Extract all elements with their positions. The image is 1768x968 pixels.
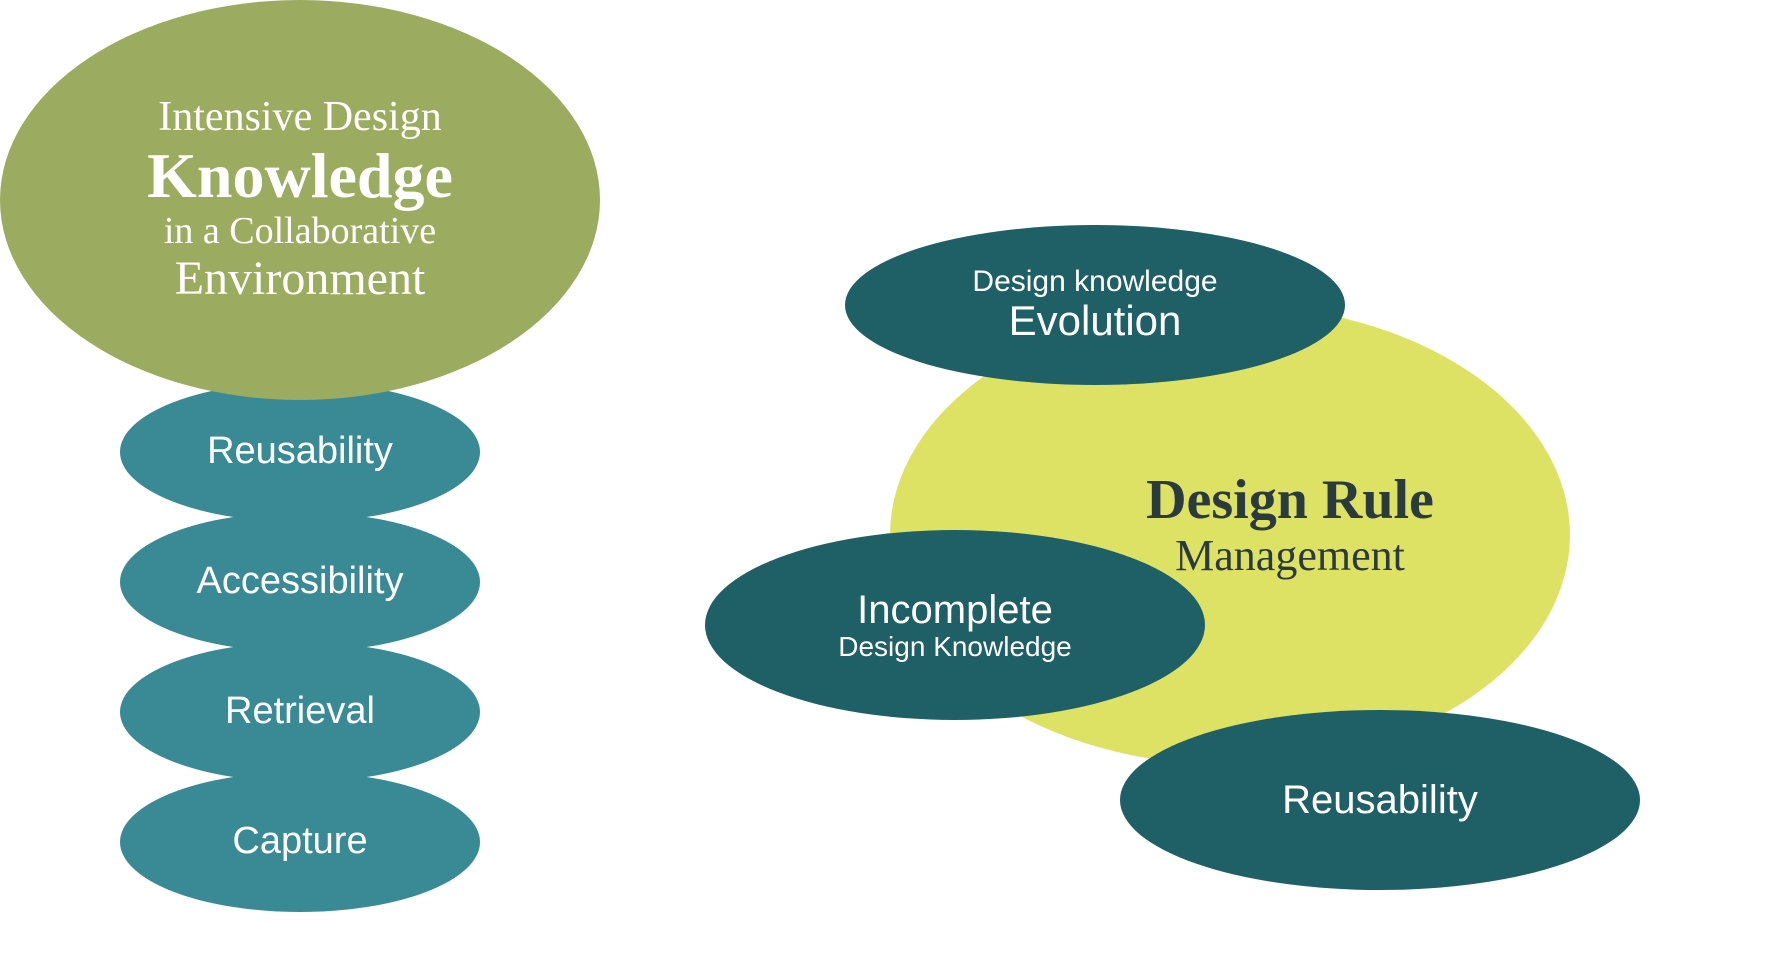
text-line: Design Rule: [1146, 470, 1434, 532]
text-line: Reusability: [207, 431, 393, 473]
text-line: Environment: [175, 253, 426, 306]
text-line: Retrieval: [225, 691, 375, 733]
text-line: Capture: [232, 821, 367, 863]
text-line: Evolution: [1009, 298, 1182, 344]
text-line: Management: [1146, 532, 1434, 580]
incomplete-ellipse: Incomplete Design Knowledge: [705, 530, 1205, 720]
text-line: Design Knowledge: [838, 632, 1072, 663]
reusability-right-ellipse: Reusability: [1120, 710, 1640, 890]
text-line: Reusability: [1282, 778, 1478, 822]
design-rule-management-text: Design Rule Management: [1146, 470, 1434, 580]
text-line: Incomplete: [857, 588, 1053, 632]
evolution-ellipse: Design knowledge Evolution: [845, 225, 1345, 385]
intensive-design-knowledge-ellipse: Intensive Design Knowledge in a Collabor…: [0, 0, 600, 400]
capture-ellipse: Capture: [120, 772, 480, 912]
text-line: in a Collaborative: [164, 211, 436, 253]
retrieval-ellipse: Retrieval: [120, 642, 480, 782]
text-line: Accessibility: [197, 561, 404, 603]
text-line: Knowledge: [147, 141, 453, 211]
text-line: Design knowledge: [972, 265, 1217, 298]
text-line: Intensive Design: [158, 94, 441, 140]
reusability-ellipse: Reusability: [120, 382, 480, 522]
accessibility-ellipse: Accessibility: [120, 512, 480, 652]
diagram-canvas: Intensive Design Knowledge in a Collabor…: [0, 0, 1768, 968]
